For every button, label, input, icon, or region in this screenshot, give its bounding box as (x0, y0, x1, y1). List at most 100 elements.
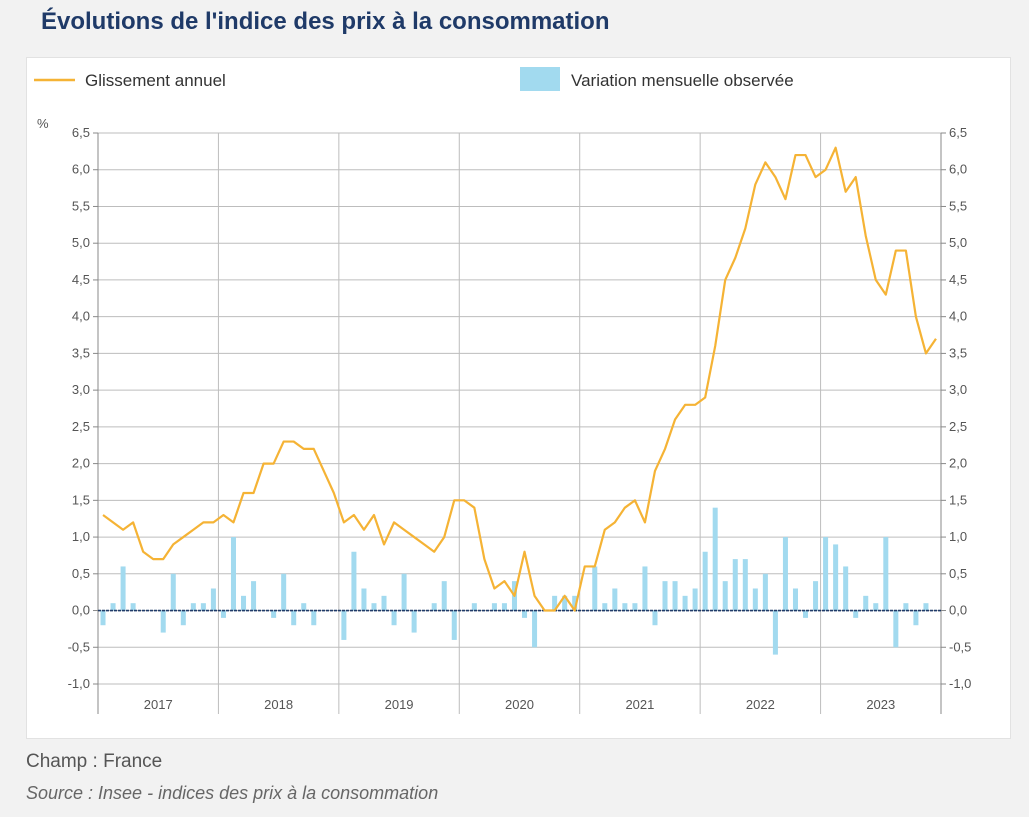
bar (702, 551, 708, 611)
bar (220, 610, 226, 618)
y-tick-label-left: 5,5 (72, 198, 90, 213)
legend: Glissement annuel Variation mensuelle ob… (34, 67, 794, 91)
grid (97, 132, 942, 714)
y-tick-label-left: 1,5 (72, 492, 90, 507)
page-title: Évolutions de l'indice des prix à la con… (41, 8, 610, 35)
chart-panel: Glissement annuel Variation mensuelle ob… (26, 57, 1011, 739)
bar (301, 603, 307, 611)
bar (411, 610, 417, 633)
champ-note: Champ : France (26, 751, 163, 772)
y-tick-label-right: 3,0 (949, 382, 967, 397)
bar (853, 610, 859, 618)
bar (893, 610, 899, 648)
bar (241, 595, 247, 611)
bar (823, 537, 829, 611)
bar (592, 566, 598, 611)
y-tick-label-right: 5,0 (949, 235, 967, 250)
y-tick-label-right: 0,5 (949, 566, 967, 581)
bar (100, 610, 106, 626)
bar (351, 551, 357, 611)
bar (110, 603, 116, 611)
bar (863, 595, 869, 611)
bar (622, 603, 628, 611)
y-tick-label-left: -1,0 (68, 676, 90, 691)
y-tick-label-left: 3,0 (72, 382, 90, 397)
x-axis: 2017 2018 2019 2020 2021 2022 2023 (144, 697, 895, 712)
y-tick-label-left: 0,5 (72, 566, 90, 581)
bar (230, 537, 236, 611)
bar (281, 573, 287, 611)
y-tick-label-right: 5,5 (949, 198, 967, 213)
y-tick-label-right: 2,0 (949, 456, 967, 471)
bar (251, 581, 257, 611)
bar (742, 559, 748, 611)
bar (752, 588, 758, 611)
bar (160, 610, 166, 633)
bar (552, 595, 558, 611)
y-tick-label-left: 2,5 (72, 419, 90, 434)
bar (632, 603, 638, 611)
y-tick-label-right: 4,0 (949, 309, 967, 324)
y-tick-label-right: 1,5 (949, 492, 967, 507)
bar (501, 603, 507, 611)
x-tick-label: 2017 (144, 697, 173, 712)
bar (612, 588, 618, 611)
bar (572, 595, 578, 611)
bar (803, 610, 809, 618)
bar (913, 610, 919, 626)
bar (792, 588, 798, 611)
bar (491, 603, 497, 611)
x-tick-label: 2023 (866, 697, 895, 712)
bar (833, 544, 839, 611)
bar (271, 610, 277, 618)
bar (471, 603, 477, 611)
bar (401, 573, 407, 611)
bar (170, 573, 176, 611)
x-tick-label: 2019 (385, 697, 414, 712)
y-tick-label-left: -0,5 (68, 639, 90, 654)
y-axis-left: 6,5 6,0 5,5 5,0 4,5 4,0 3,5 3,0 2,5 2,0 1,5 1,0 0,5 0… (68, 125, 98, 691)
bar (180, 610, 186, 626)
bar (441, 581, 447, 611)
y-tick-label-left: 4,0 (72, 309, 90, 324)
bar (120, 566, 126, 611)
bar (873, 603, 879, 611)
legend-line-label: Glissement annuel (85, 71, 226, 90)
y-tick-label-left: 3,5 (72, 345, 90, 360)
bar (903, 603, 909, 611)
bar (311, 610, 317, 626)
y-tick-label-right: -0,5 (949, 639, 971, 654)
bar (200, 603, 206, 611)
bar (522, 610, 528, 618)
bar (431, 603, 437, 611)
bar (712, 507, 718, 611)
y-tick-label-right: -1,0 (949, 676, 971, 691)
bar (652, 610, 658, 626)
line-series (102, 146, 937, 612)
legend-bar-label: Variation mensuelle observée (571, 71, 794, 90)
bar (291, 610, 297, 626)
x-tick-label: 2020 (505, 697, 534, 712)
y-axis-right: 6,5 6,0 5,5 5,0 4,5 4,0 3,5 3,0 2,5 2,0 1,5 1,0 0,5 0… (941, 125, 971, 691)
bar (672, 581, 678, 611)
bar (371, 603, 377, 611)
y-tick-label-left: 4,5 (72, 272, 90, 287)
y-tick-label-right: 1,0 (949, 529, 967, 544)
bar (532, 610, 538, 648)
y-tick-label-left: 6,0 (72, 162, 90, 177)
bar (662, 581, 668, 611)
bar (883, 537, 889, 611)
bar (190, 603, 196, 611)
y-tick-label-right: 0,0 (949, 603, 967, 618)
legend-bar-swatch (520, 67, 560, 91)
bar (762, 573, 768, 611)
bar (843, 566, 849, 611)
line-glissement-annuel (102, 146, 937, 612)
y-tick-label-right: 2,5 (949, 419, 967, 434)
bar (341, 610, 347, 640)
y-tick-label-left: 1,0 (72, 529, 90, 544)
bar (722, 581, 728, 611)
bar (361, 588, 367, 611)
y-axis-unit: % (37, 116, 49, 131)
bar (381, 595, 387, 611)
